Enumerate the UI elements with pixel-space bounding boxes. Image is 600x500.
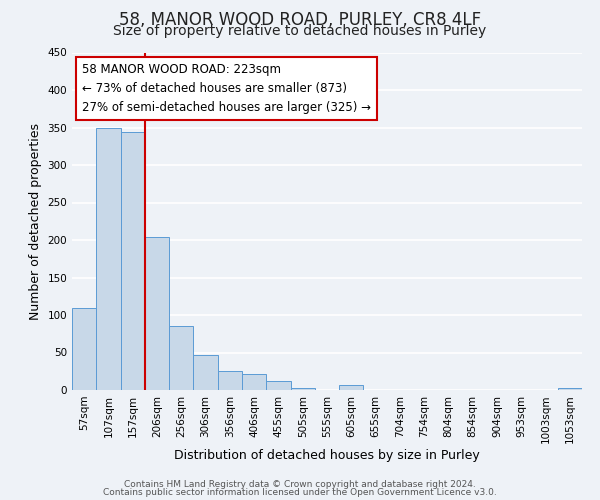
Bar xyxy=(290,388,315,390)
Text: Contains HM Land Registry data © Crown copyright and database right 2024.: Contains HM Land Registry data © Crown c… xyxy=(124,480,476,489)
Bar xyxy=(72,308,96,390)
Text: Size of property relative to detached houses in Purley: Size of property relative to detached ho… xyxy=(113,24,487,38)
Bar xyxy=(193,355,218,390)
Text: 58 MANOR WOOD ROAD: 223sqm
← 73% of detached houses are smaller (873)
27% of sem: 58 MANOR WOOD ROAD: 223sqm ← 73% of deta… xyxy=(82,62,371,114)
X-axis label: Distribution of detached houses by size in Purley: Distribution of detached houses by size … xyxy=(174,449,480,462)
Bar xyxy=(145,237,169,390)
Bar xyxy=(121,132,145,390)
Bar xyxy=(96,128,121,390)
Bar xyxy=(339,385,364,390)
Text: 58, MANOR WOOD ROAD, PURLEY, CR8 4LF: 58, MANOR WOOD ROAD, PURLEY, CR8 4LF xyxy=(119,11,481,29)
Text: Contains public sector information licensed under the Open Government Licence v3: Contains public sector information licen… xyxy=(103,488,497,497)
Bar xyxy=(218,371,242,390)
Bar xyxy=(242,374,266,390)
Y-axis label: Number of detached properties: Number of detached properties xyxy=(29,122,42,320)
Bar xyxy=(266,381,290,390)
Bar xyxy=(169,326,193,390)
Bar xyxy=(558,388,582,390)
